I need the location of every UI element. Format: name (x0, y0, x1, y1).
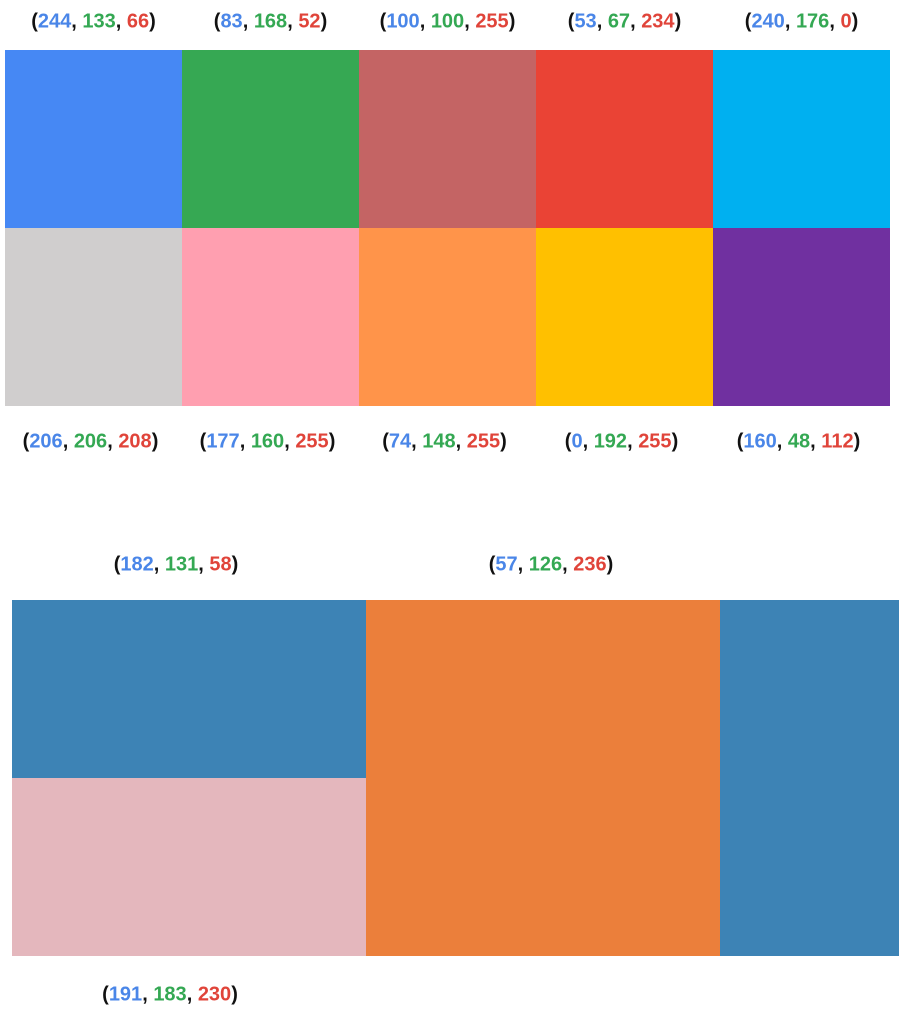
color-swatch (713, 228, 890, 406)
top-label: (244, 133, 66) (31, 10, 156, 33)
block-caption: (191, 183, 230) (102, 983, 238, 1006)
top-label: (53, 67, 234) (567, 10, 682, 33)
color-swatch (359, 50, 536, 228)
color-swatch (12, 778, 366, 956)
top-label: (240, 176, 0) (744, 10, 859, 33)
bottom-label: (206, 206, 208) (22, 430, 159, 453)
bottom-label: (160, 48, 112) (736, 430, 861, 453)
color-swatch (182, 228, 359, 406)
block-label: (57, 126, 236) (488, 553, 614, 576)
color-swatch (12, 600, 366, 778)
bottom-label: (177, 160, 255) (199, 430, 336, 453)
bottom-label: (74, 148, 255) (382, 430, 507, 453)
block-label: (182, 131, 58) (113, 553, 239, 576)
color-swatch (536, 50, 713, 228)
color-swatch (5, 50, 182, 228)
color-swatch (182, 50, 359, 228)
color-swatch (5, 228, 182, 406)
color-swatch (359, 228, 536, 406)
color-swatch (713, 50, 890, 228)
color-swatch (366, 600, 720, 956)
color-swatch (536, 228, 713, 406)
color-swatch (720, 600, 899, 956)
bottom-label: (0, 192, 255) (564, 430, 679, 453)
top-label: (83, 168, 52) (213, 10, 328, 33)
top-label: (100, 100, 255) (379, 10, 516, 33)
